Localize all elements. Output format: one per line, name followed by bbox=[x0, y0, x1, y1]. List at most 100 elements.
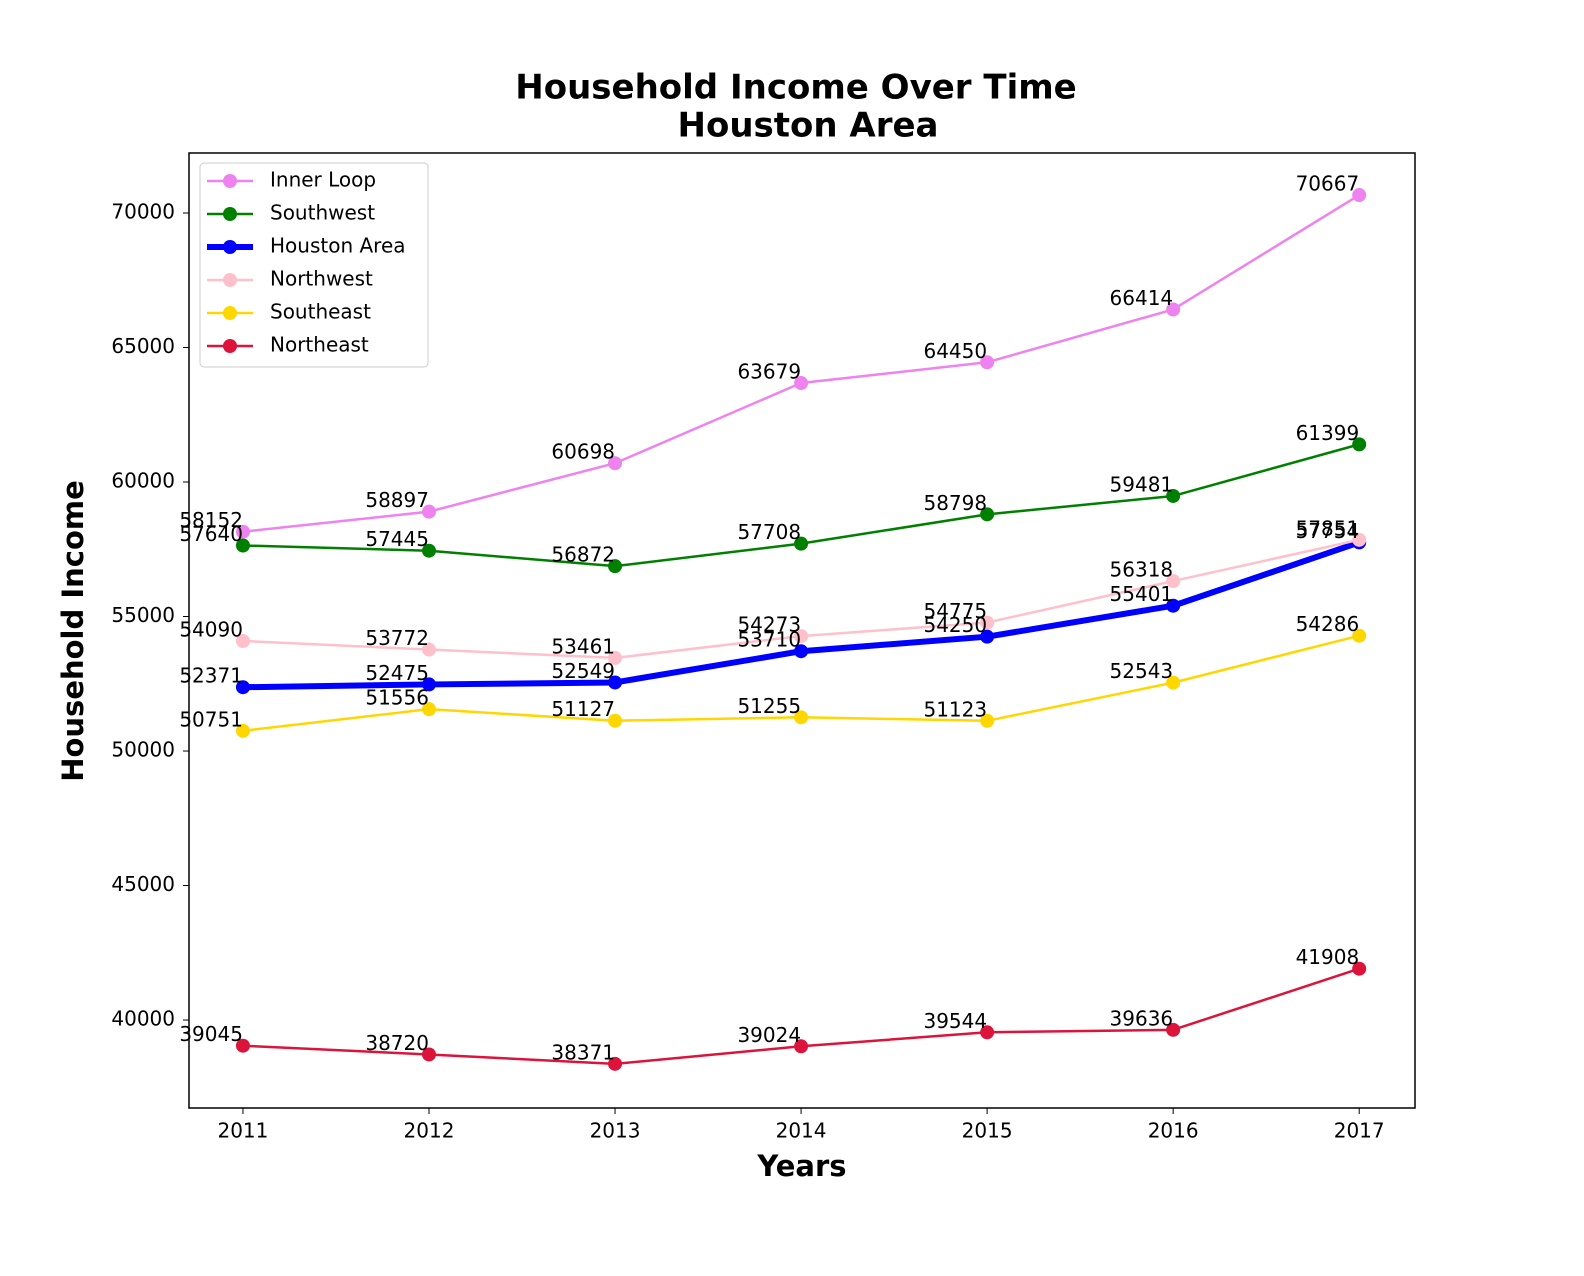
point bbox=[608, 650, 623, 665]
legend-marker bbox=[223, 339, 237, 353]
data-label: 70667 bbox=[1296, 172, 1360, 196]
y-tick-label: 55000 bbox=[111, 603, 175, 627]
y-tick-label: 65000 bbox=[111, 334, 175, 358]
point bbox=[421, 702, 436, 717]
legend-marker bbox=[223, 240, 237, 254]
y-tick-label: 70000 bbox=[111, 199, 175, 223]
point bbox=[1352, 188, 1367, 203]
data-label: 58798 bbox=[923, 491, 987, 515]
point bbox=[1166, 488, 1181, 503]
data-label: 54286 bbox=[1296, 612, 1360, 636]
data-label: 57445 bbox=[365, 527, 429, 551]
legend-label: Inner Loop bbox=[270, 168, 376, 192]
point bbox=[980, 355, 995, 370]
plot-frame bbox=[188, 152, 1416, 1109]
legend-box bbox=[199, 162, 429, 368]
data-label: 38371 bbox=[551, 1040, 615, 1064]
point bbox=[608, 559, 623, 574]
data-label: 57640 bbox=[179, 522, 243, 546]
data-label: 57708 bbox=[737, 520, 801, 544]
point bbox=[421, 677, 436, 692]
legend-marker bbox=[223, 273, 237, 287]
data-label: 53710 bbox=[737, 628, 801, 652]
x-tick-label: 2012 bbox=[404, 1119, 455, 1143]
point bbox=[980, 713, 995, 728]
point bbox=[608, 1056, 623, 1071]
x-tick-label: 2017 bbox=[1334, 1119, 1385, 1143]
data-label: 39024 bbox=[737, 1023, 801, 1047]
data-label: 54775 bbox=[923, 599, 987, 623]
legend-marker bbox=[223, 207, 237, 221]
legend-label: Southeast bbox=[270, 300, 371, 324]
point bbox=[1352, 437, 1367, 452]
data-label: 66414 bbox=[1110, 286, 1174, 310]
x-tick-label: 2015 bbox=[962, 1119, 1013, 1143]
point bbox=[980, 629, 995, 644]
point bbox=[1166, 675, 1181, 690]
data-label: 52371 bbox=[179, 664, 243, 688]
legend-label: Houston Area bbox=[270, 234, 406, 258]
data-label: 53461 bbox=[551, 634, 615, 658]
data-label: 52475 bbox=[365, 661, 429, 685]
point bbox=[1352, 532, 1367, 547]
data-label: 57754 bbox=[1296, 519, 1360, 543]
y-tick-label: 60000 bbox=[111, 469, 175, 493]
point bbox=[235, 723, 250, 738]
point bbox=[1166, 574, 1181, 589]
point bbox=[421, 543, 436, 558]
chart-title: Household Income Over Time bbox=[515, 68, 1076, 108]
y-axis-label: Household Income bbox=[56, 480, 90, 782]
data-label: 54250 bbox=[923, 613, 987, 637]
point bbox=[1166, 302, 1181, 317]
point bbox=[235, 1038, 250, 1053]
x-tick-label: 2016 bbox=[1148, 1119, 1199, 1143]
data-label: 39636 bbox=[1110, 1006, 1174, 1030]
point bbox=[421, 504, 436, 519]
data-label: 53772 bbox=[365, 626, 429, 650]
point bbox=[980, 1025, 995, 1040]
legend-marker bbox=[223, 174, 237, 188]
data-label: 55401 bbox=[1110, 582, 1174, 606]
data-label: 56318 bbox=[1110, 558, 1174, 582]
x-tick-label: 2011 bbox=[217, 1119, 268, 1143]
point bbox=[794, 710, 809, 725]
data-label: 51127 bbox=[551, 697, 615, 721]
legend-label: Northwest bbox=[270, 267, 373, 291]
data-label: 39045 bbox=[179, 1022, 243, 1046]
point bbox=[980, 507, 995, 522]
data-label: 51123 bbox=[923, 697, 987, 721]
data-label: 60698 bbox=[551, 440, 615, 464]
data-label: 56872 bbox=[551, 543, 615, 567]
legend-label: Northeast bbox=[270, 333, 369, 357]
data-label: 39544 bbox=[923, 1009, 987, 1033]
point bbox=[794, 644, 809, 659]
data-label: 64450 bbox=[923, 339, 987, 363]
legend-marker bbox=[223, 306, 237, 320]
x-tick-label: 2013 bbox=[590, 1119, 641, 1143]
chart-subtitle: Houston Area bbox=[678, 106, 939, 146]
point bbox=[235, 633, 250, 648]
data-label: 61399 bbox=[1296, 421, 1360, 445]
point bbox=[608, 456, 623, 471]
data-label: 41908 bbox=[1296, 945, 1360, 969]
data-label: 63679 bbox=[737, 360, 801, 384]
point bbox=[794, 1039, 809, 1054]
data-label: 58897 bbox=[365, 488, 429, 512]
data-label: 51255 bbox=[737, 694, 801, 718]
point bbox=[421, 1047, 436, 1062]
point bbox=[980, 615, 995, 630]
point bbox=[794, 376, 809, 391]
point bbox=[421, 642, 436, 657]
point bbox=[1352, 961, 1367, 976]
y-tick-label: 40000 bbox=[111, 1007, 175, 1031]
data-label: 52549 bbox=[551, 659, 615, 683]
data-label: 38720 bbox=[365, 1031, 429, 1055]
data-label: 50751 bbox=[179, 707, 243, 731]
data-label: 52543 bbox=[1110, 659, 1174, 683]
point bbox=[1166, 1022, 1181, 1037]
x-axis-label: Years bbox=[756, 1149, 846, 1183]
legend-label: Southwest bbox=[270, 201, 375, 225]
data-label: 51556 bbox=[365, 686, 429, 710]
point bbox=[235, 524, 250, 539]
